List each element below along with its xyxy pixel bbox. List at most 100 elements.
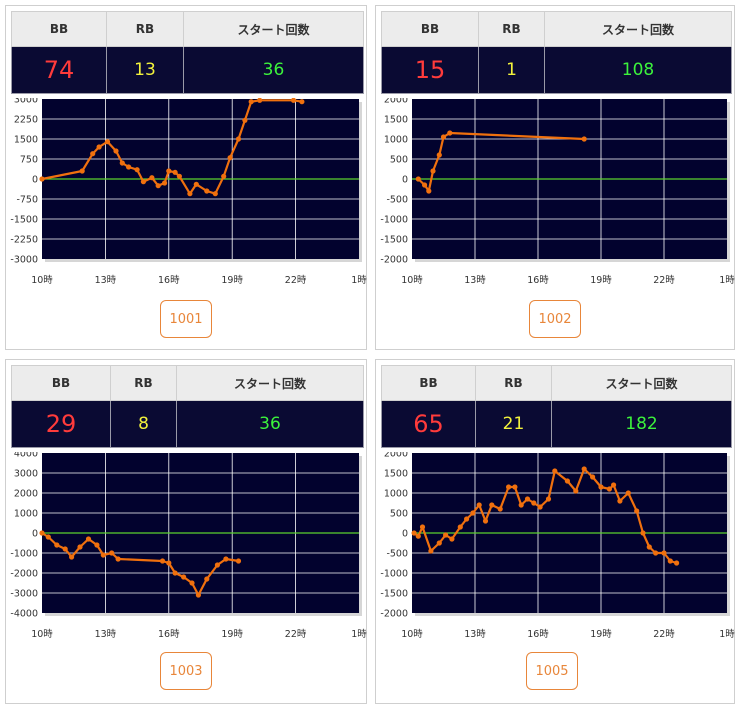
x-tick-label: 13時: [464, 275, 486, 286]
y-tick-label: -750: [16, 195, 38, 206]
data-point: [113, 148, 119, 154]
y-tick-label: 1500: [384, 469, 408, 480]
data-point: [419, 524, 426, 530]
x-tick-label: 19時: [590, 629, 612, 640]
rb-count: 8: [110, 400, 177, 448]
data-point: [77, 544, 83, 550]
y-tick-label: -3000: [10, 589, 38, 600]
y-tick-label: 0: [402, 175, 408, 186]
y-tick-label: -1000: [380, 569, 408, 580]
y-tick-label: 1000: [384, 489, 408, 500]
y-tick-label: -1500: [380, 235, 408, 246]
data-point: [545, 496, 552, 502]
slump-graph: 4000 3000 2000 1000 0 -1000 -2000 -3000 -4000 10時…: [10, 452, 367, 640]
data-point: [299, 99, 305, 105]
x-tick-label: 16時: [527, 275, 549, 286]
y-tick-label: 2250: [14, 115, 38, 126]
data-point: [428, 548, 434, 554]
x-tick-label: 13時: [464, 629, 486, 640]
x-tick-label: 19時: [221, 275, 243, 286]
data-point: [100, 552, 106, 558]
data-point: [640, 530, 646, 536]
x-tick-label: 10時: [401, 629, 423, 640]
y-tick-label: -1000: [380, 215, 408, 226]
data-point: [172, 169, 178, 175]
data-point: [140, 179, 146, 185]
data-point: [90, 151, 96, 157]
bb-count: 29: [11, 400, 111, 448]
x-tick-label: 1時: [719, 275, 735, 286]
y-tick-label: 3000: [14, 98, 38, 106]
x-tick-label: 16時: [527, 629, 549, 640]
data-point: [290, 98, 297, 103]
data-point: [79, 168, 85, 174]
y-tick-label: 750: [20, 155, 38, 166]
y-tick-label: 1500: [384, 115, 408, 126]
y-tick-label: 500: [390, 155, 408, 166]
data-point: [176, 173, 182, 179]
slump-graph: 2000 1500 1000 500 0 -500 -1000 -1500 -2000 10時 13…: [380, 452, 735, 640]
data-point: [204, 576, 210, 582]
data-point: [617, 498, 623, 504]
bb-count: 15: [381, 46, 479, 94]
start-count-header: スタート回数: [183, 11, 364, 47]
data-point: [443, 532, 449, 538]
data-point: [104, 139, 111, 145]
data-card-1001: BB RB スタート回数 74 13 36 3000 2250 1500 750 0 -7…: [5, 5, 367, 350]
data-point: [489, 502, 495, 508]
x-tick-label: 22時: [653, 275, 675, 286]
data-point: [506, 484, 512, 490]
data-point: [422, 182, 428, 188]
data-point: [166, 168, 172, 174]
data-card-1002: BB RB スタート回数 15 1 108 2000 1500 1000 500 0 -5…: [375, 5, 735, 350]
y-tick-label: -2000: [380, 255, 408, 266]
bb-header: BB: [11, 11, 107, 47]
data-point: [476, 502, 482, 508]
data-point: [497, 506, 503, 512]
data-point: [590, 474, 596, 480]
data-point: [235, 558, 242, 564]
data-point: [653, 550, 659, 556]
data-point: [598, 484, 604, 490]
y-tick-label: -2000: [380, 609, 408, 620]
machine-number-button[interactable]: 1002: [529, 300, 581, 338]
data-point: [248, 99, 254, 105]
bb-count: 74: [11, 46, 107, 94]
x-tick-label: 10時: [31, 629, 53, 640]
data-point: [537, 504, 543, 510]
machine-number-button[interactable]: 1001: [160, 300, 212, 338]
data-point: [611, 482, 617, 488]
y-tick-label: -1500: [10, 215, 38, 226]
data-point: [39, 530, 45, 536]
y-tick-label: 2000: [14, 489, 38, 500]
x-tick-label: 19時: [590, 275, 612, 286]
data-point: [415, 533, 421, 539]
rb-header: RB: [110, 365, 177, 401]
y-tick-label: 2000: [384, 452, 408, 460]
x-tick-label: 10時: [401, 275, 423, 286]
data-point: [581, 136, 587, 142]
y-tick-label: 3000: [14, 469, 38, 480]
data-point: [524, 496, 531, 502]
machine-number-button[interactable]: 1003: [160, 652, 212, 690]
data-point: [109, 550, 115, 556]
data-point: [415, 176, 421, 182]
stats-table: BB RB スタート回数 15 1 108: [381, 11, 732, 94]
x-tick-label: 22時: [285, 275, 307, 286]
machine-number-button[interactable]: 1005: [526, 652, 578, 690]
data-point: [564, 478, 570, 484]
y-tick-label: 2000: [384, 98, 408, 106]
data-point: [227, 155, 233, 161]
y-tick-label: 1000: [14, 509, 38, 520]
rb-header: RB: [475, 365, 552, 401]
data-point: [172, 570, 178, 576]
y-tick-label: 0: [402, 529, 408, 540]
data-point: [606, 486, 612, 492]
y-tick-label: 4000: [14, 452, 38, 460]
rb-count: 21: [475, 400, 552, 448]
data-point: [573, 488, 579, 494]
data-point: [134, 167, 140, 173]
data-point: [426, 188, 432, 194]
rb-header: RB: [478, 11, 545, 47]
data-point: [162, 180, 168, 186]
